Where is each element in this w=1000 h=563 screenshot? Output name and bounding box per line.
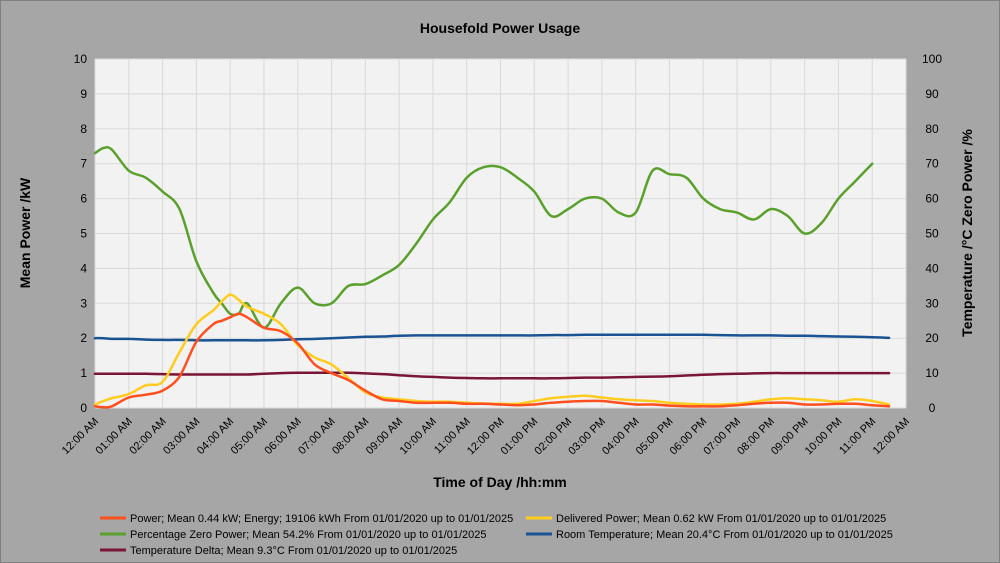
y2-tick-label: 30 [925, 296, 939, 310]
series-line-4 [93, 371, 891, 380]
left-axis-ticks: 0 1 2 3 4 5 6 7 8 9 10 [74, 52, 88, 415]
right-axis-ticks: 0 10 20 30 40 50 60 70 80 90 100 [922, 52, 942, 415]
y-tick-label: 3 [80, 296, 87, 310]
series-lines [93, 145, 891, 409]
y2-tick-label: 20 [925, 331, 939, 345]
series-line-0 [93, 312, 891, 409]
grid-lines [94, 58, 907, 409]
y-tick-label: 1 [80, 366, 87, 380]
legend-entry: Room Temperature; Mean 20.4°C From 01/01… [556, 529, 893, 541]
y2-tick-label: 60 [925, 192, 939, 206]
y2-tick-label: 80 [925, 122, 939, 136]
series-line-3 [93, 333, 891, 342]
legend: Power; Mean 0.44 kW; Energy; 19106 kWh F… [100, 513, 893, 557]
y2-tick-label: 50 [925, 227, 939, 241]
legend-entry: Percentage Zero Power; Mean 54.2% From 0… [130, 529, 487, 541]
chart-title: Housefold Power Usage [420, 20, 580, 36]
legend-entry: Delivered Power; Mean 0.62 kW From 01/01… [556, 513, 886, 525]
y-tick-label: 0 [80, 401, 87, 415]
y2-axis-label: Temperature /°C Zero Power /% [959, 129, 975, 337]
y-tick-label: 9 [80, 87, 87, 101]
y2-tick-label: 90 [925, 87, 939, 101]
y-tick-label: 10 [74, 52, 88, 66]
y-tick-label: 6 [80, 192, 87, 206]
legend-entry: Power; Mean 0.44 kW; Energy; 19106 kWh F… [130, 513, 513, 525]
y-tick-label: 5 [80, 227, 87, 241]
y2-tick-label: 10 [925, 366, 939, 380]
legend-entry: Temperature Delta; Mean 9.3°C From 01/01… [130, 545, 457, 557]
y-tick-label: 2 [80, 331, 87, 345]
y2-tick-label: 70 [925, 157, 939, 171]
y2-tick-label: 40 [925, 261, 939, 275]
x-axis-label: Time of Day /hh:mm [433, 474, 567, 490]
y-axis-label: Mean Power /kW [17, 177, 33, 288]
y2-tick-label: 100 [922, 52, 942, 66]
series-line-2 [93, 145, 874, 329]
y-tick-label: 4 [80, 261, 87, 275]
y-tick-label: 7 [80, 157, 87, 171]
y2-tick-label: 0 [929, 401, 936, 415]
y-tick-label: 8 [80, 122, 87, 136]
